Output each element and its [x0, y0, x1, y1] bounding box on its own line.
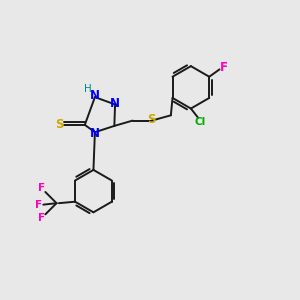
Text: S: S [55, 118, 64, 131]
Text: F: F [38, 183, 45, 194]
Text: N: N [90, 127, 100, 140]
Text: N: N [110, 97, 120, 110]
Text: Cl: Cl [194, 117, 205, 128]
Text: F: F [35, 200, 42, 210]
Text: F: F [38, 213, 45, 223]
Text: H: H [84, 84, 92, 94]
Text: N: N [90, 89, 100, 102]
Text: S: S [148, 113, 156, 126]
Text: F: F [220, 61, 228, 74]
